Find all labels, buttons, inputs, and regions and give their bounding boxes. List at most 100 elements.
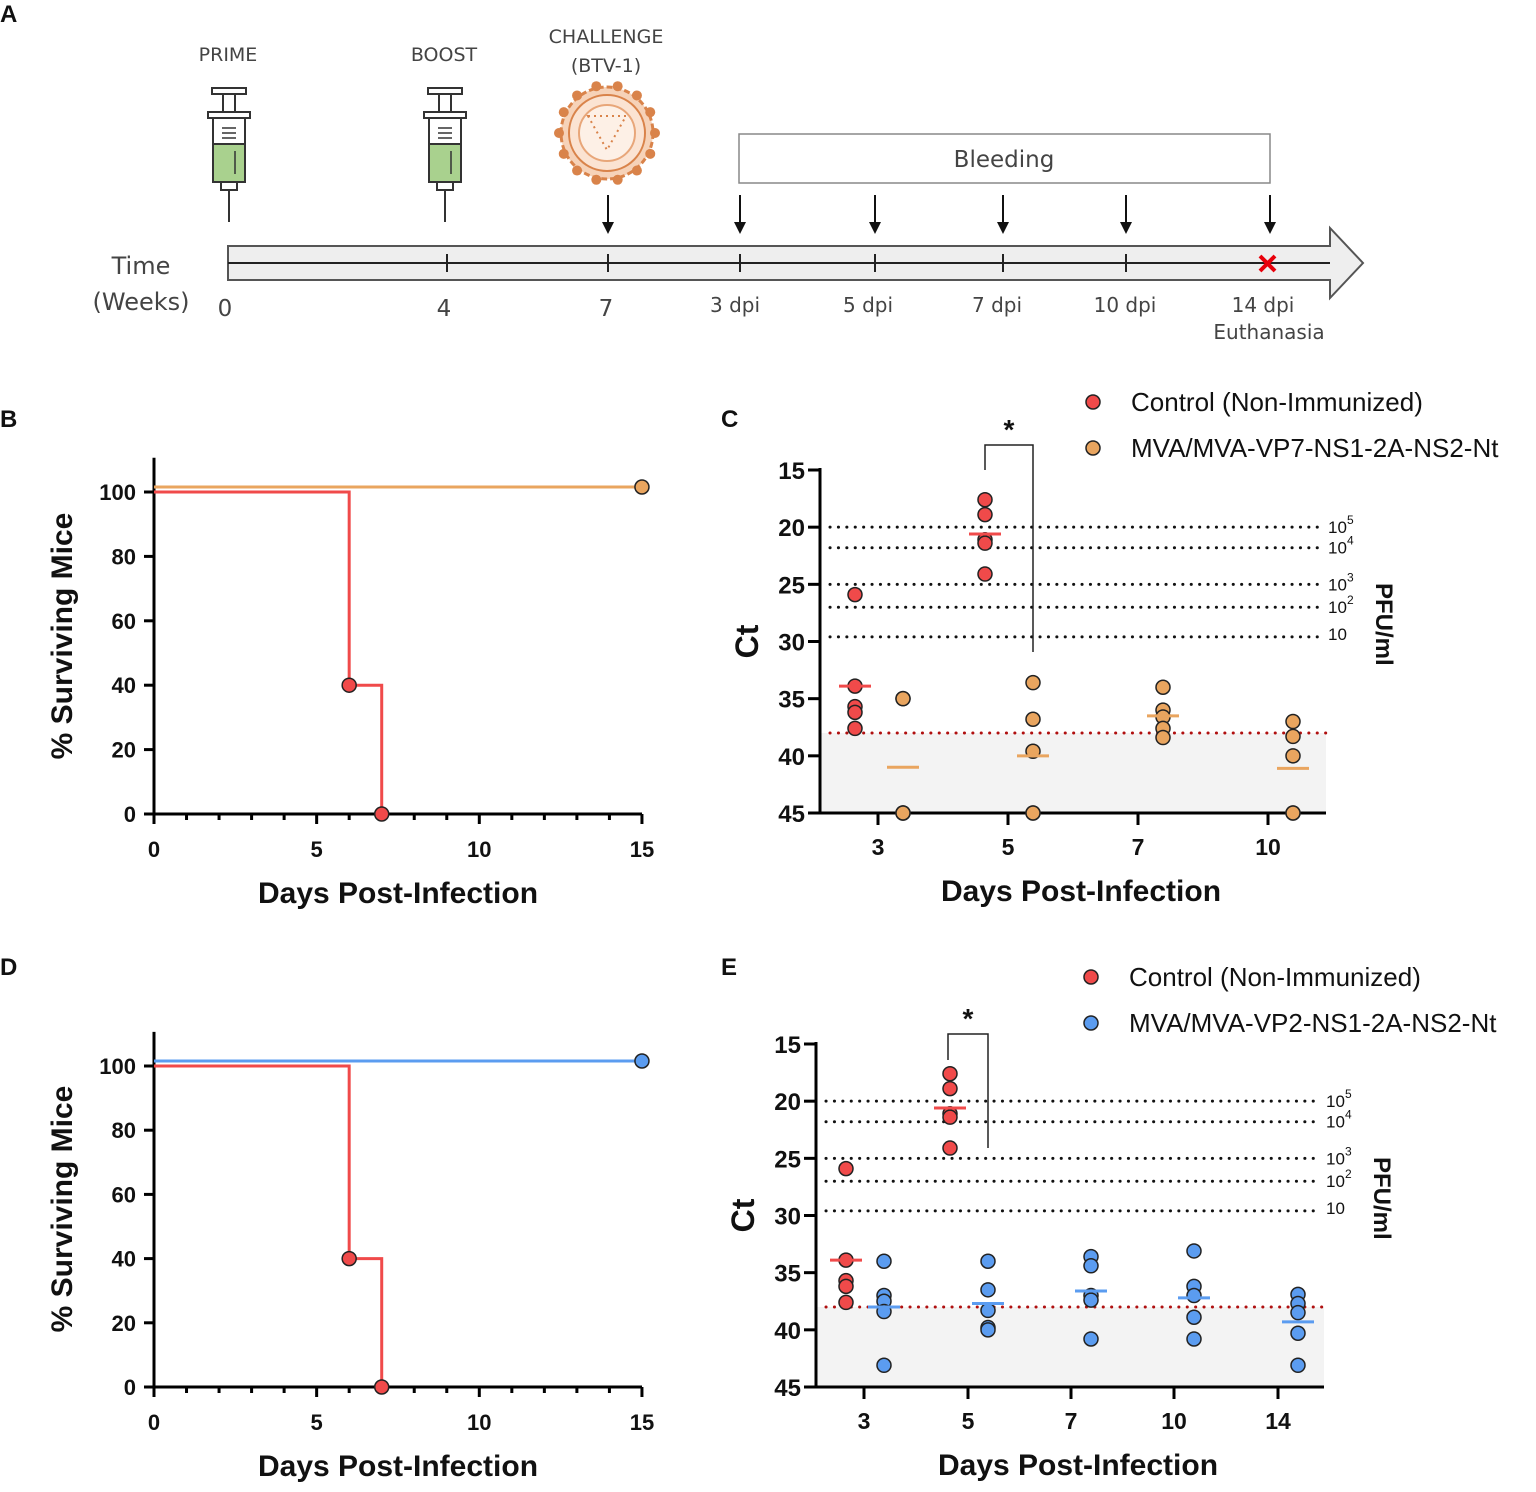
data-point xyxy=(1025,674,1041,691)
barrel-empty xyxy=(428,117,462,145)
y-axis-title: % Surviving Mice xyxy=(46,1086,79,1333)
data-point xyxy=(942,1080,958,1097)
pfu-label-exponent: 5 xyxy=(1347,513,1354,527)
challenge-label: CHALLENGE xyxy=(549,26,664,48)
pfu-label-exponent: 2 xyxy=(1345,1167,1352,1181)
arrow-head xyxy=(869,222,881,234)
pfu-label-exponent: 4 xyxy=(1347,534,1354,548)
x-tick-label: 5 xyxy=(311,1410,323,1435)
pfu-label-exponent: 5 xyxy=(1345,1087,1352,1101)
data-point xyxy=(1083,1331,1099,1347)
below-detection-area xyxy=(816,1306,1324,1387)
x-tick-label: 15 xyxy=(630,837,654,862)
data-point xyxy=(1025,805,1041,821)
data-point xyxy=(942,1065,958,1082)
x-tick-label: 0 xyxy=(148,1410,160,1435)
y-tick-label: 40 xyxy=(778,744,805,771)
timeline-tick-label: 7 dpi xyxy=(972,293,1022,317)
plunger-rod xyxy=(438,93,452,113)
y-tick-label: 30 xyxy=(774,1204,801,1231)
y-tick-label: 35 xyxy=(774,1261,801,1288)
y-axis-title: % Surviving Mice xyxy=(46,513,79,760)
data-point xyxy=(980,1282,996,1298)
bracket-line xyxy=(984,444,1034,652)
prime-label: PRIME xyxy=(199,44,258,66)
survival-marker xyxy=(373,806,390,822)
btv-virus-icon xyxy=(554,81,660,185)
data-point xyxy=(1186,1287,1202,1304)
legend-label: Control (Non-Immunized) xyxy=(1129,962,1421,992)
data-point xyxy=(977,535,993,551)
below-detection-area xyxy=(820,732,1326,813)
x-tick-label: 7 xyxy=(1065,1408,1078,1434)
barrel-liquid xyxy=(428,143,462,183)
series-control xyxy=(839,491,1001,737)
x-tick-label: 10 xyxy=(1161,1408,1187,1434)
pfu-label: 10 xyxy=(1326,1092,1345,1111)
data-point xyxy=(1290,1304,1306,1321)
barrel-empty xyxy=(212,117,246,145)
survival-marker xyxy=(634,479,650,495)
y-tick-label: 0 xyxy=(124,802,136,827)
data-point xyxy=(942,1140,958,1156)
survival-chart-b: 0 20 40 60 80 100 0 5 10 15 Days Post-Infection % S… xyxy=(46,457,654,910)
series-control xyxy=(830,1065,966,1311)
y-tick-label: 40 xyxy=(774,1318,801,1345)
survival-chart-d: 0 20 40 60 80 100 0 5 10 15 Days Post-Infection % S… xyxy=(46,1031,654,1483)
significance-star: * xyxy=(963,1003,974,1034)
data-point xyxy=(1290,1325,1306,1342)
legend-marker xyxy=(1083,1015,1099,1031)
barrel-liquid xyxy=(212,143,246,183)
legend-label: MVA/MVA-VP7-NS1-2A-NS2-Nt xyxy=(1131,433,1499,463)
legend-label: Control (Non-Immunized) xyxy=(1131,387,1423,417)
data-point xyxy=(1186,1309,1202,1326)
timeline-tick-label: 14 dpi xyxy=(1232,293,1295,317)
y-tick-label: 20 xyxy=(778,515,805,542)
significance-bracket: * xyxy=(947,1003,989,1148)
data-point xyxy=(1285,805,1301,821)
data-point xyxy=(1186,1331,1202,1347)
y-tick-label: 25 xyxy=(774,1146,801,1173)
arrow-head xyxy=(734,222,746,234)
survival-line-control xyxy=(154,1064,384,1387)
x-axis-title: Days Post-Infection xyxy=(941,875,1221,908)
y-tick-label: 80 xyxy=(112,544,136,569)
survival-marker xyxy=(341,677,357,693)
x-tick-label: 5 xyxy=(962,1408,975,1434)
legend: Control (Non-Immunized) MVA/MVA-VP2-NS1-2… xyxy=(1083,962,1497,1038)
x-tick-label: 5 xyxy=(311,837,323,862)
data-point xyxy=(977,491,993,508)
x-tick-label: 0 xyxy=(148,837,160,862)
panel-label-e: E xyxy=(721,954,737,981)
data-point xyxy=(895,690,911,707)
syringe-boost-icon xyxy=(423,87,467,222)
timeline-tick-label: 0 xyxy=(218,296,233,322)
arrow-head xyxy=(1120,222,1132,234)
y-tick-label: 100 xyxy=(99,480,136,505)
pfu-label-exponent: 2 xyxy=(1347,593,1354,607)
legend-marker xyxy=(1083,969,1099,985)
data-point xyxy=(1285,728,1301,745)
pfu-label-exponent: 4 xyxy=(1345,1108,1352,1122)
significance-star: * xyxy=(1004,414,1015,445)
pfu-label: 10 xyxy=(1326,1149,1345,1168)
significance-bracket: * xyxy=(984,414,1034,652)
data-point xyxy=(847,704,863,721)
x-tick-label: 10 xyxy=(1255,834,1281,860)
y-tick-label: 40 xyxy=(112,673,136,698)
data-point xyxy=(1290,1357,1306,1374)
data-point xyxy=(980,1253,996,1269)
y-tick-label: 20 xyxy=(112,738,136,763)
x-tick-label: 14 xyxy=(1265,1408,1291,1434)
y-axis-title: Ct xyxy=(725,1198,761,1232)
data-point xyxy=(977,506,993,523)
data-point xyxy=(1083,1292,1099,1308)
pfu-label: 10 xyxy=(1328,539,1347,558)
pfu-label: 10 xyxy=(1326,1113,1345,1132)
y2-axis-title: PFU/ml xyxy=(1368,1157,1395,1240)
data-point xyxy=(847,720,863,737)
legend-marker xyxy=(1085,394,1101,410)
y-tick-label: 35 xyxy=(778,687,805,714)
